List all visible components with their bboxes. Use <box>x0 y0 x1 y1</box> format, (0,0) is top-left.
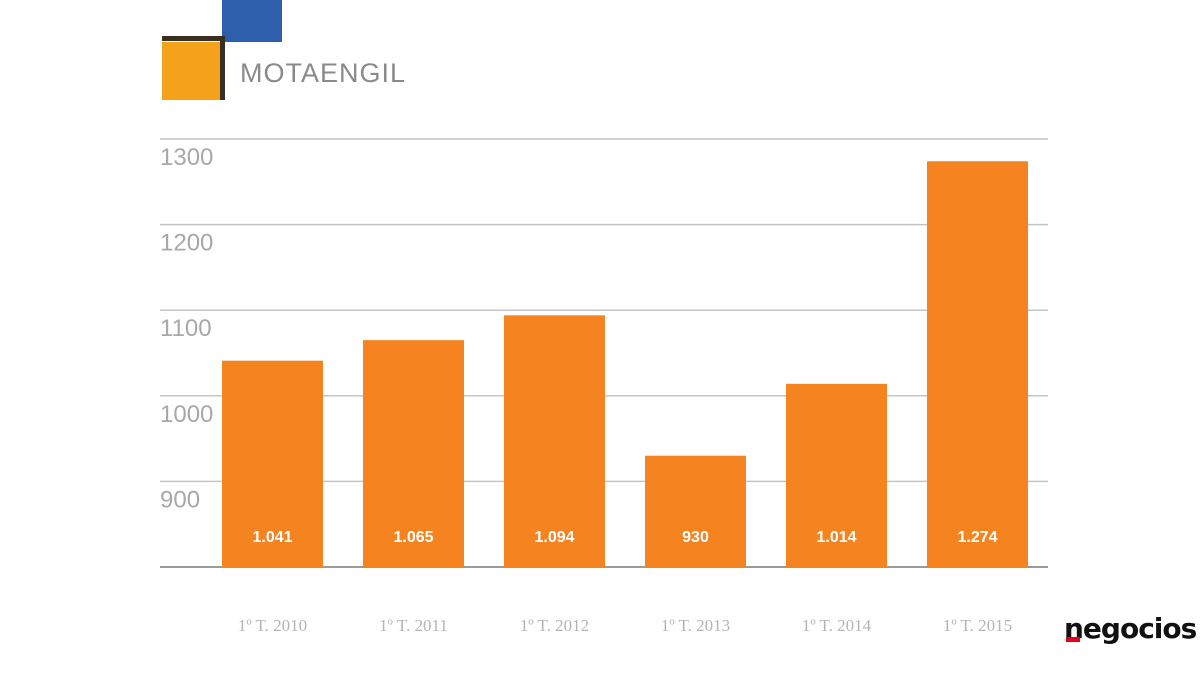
logo-mark <box>162 0 282 100</box>
x-tick-label: 1º T. 2010 <box>238 616 307 635</box>
mota-engil-logo <box>160 0 420 105</box>
bar <box>786 383 887 567</box>
logo-dark-bar-v <box>220 36 225 100</box>
logo-dark-bar-h <box>162 36 224 41</box>
x-axis-labels: 1º T. 2010 1º T. 2011 1º T. 2012 1º T. 2013… <box>238 616 1012 635</box>
negocios-brand: negocios <box>1064 612 1197 645</box>
bar <box>222 360 323 567</box>
y-tick-label: 1200 <box>160 230 213 257</box>
x-tick-label: 1º T. 2013 <box>661 616 730 635</box>
bar-data-label: 1.065 <box>393 529 433 546</box>
logo-orange-square <box>162 42 222 100</box>
bar-data-label: 1.041 <box>252 529 292 546</box>
bar <box>927 161 1028 568</box>
y-tick-label: 1300 <box>160 144 213 171</box>
x-tick-label: 1º T. 2011 <box>379 616 448 635</box>
x-tick-label: 1º T. 2012 <box>520 616 589 635</box>
bars: 1.041 1.065 1.094 930 1.014 1.274 <box>222 161 1028 568</box>
y-tick-label: 1100 <box>160 315 212 342</box>
x-tick-label: 1º T. 2014 <box>802 616 872 635</box>
y-tick-label: 1000 <box>160 401 213 428</box>
bar-data-label: 1.094 <box>534 529 574 546</box>
y-tick-label: 900 <box>160 486 200 513</box>
bar <box>645 455 746 567</box>
bar <box>504 315 605 567</box>
bar-data-label: 1.274 <box>957 529 997 546</box>
logo-text: MOTAENGIL <box>240 58 407 88</box>
bar-data-label: 1.014 <box>816 529 856 546</box>
y-axis-labels: 900 1000 1100 1200 1300 <box>160 144 213 513</box>
x-tick-label: 1º T. 2015 <box>943 616 1012 635</box>
logo-blue-square <box>222 0 282 42</box>
bar <box>363 340 464 567</box>
bar-data-label: 930 <box>682 529 709 546</box>
negocios-brand-accent <box>1066 637 1080 642</box>
